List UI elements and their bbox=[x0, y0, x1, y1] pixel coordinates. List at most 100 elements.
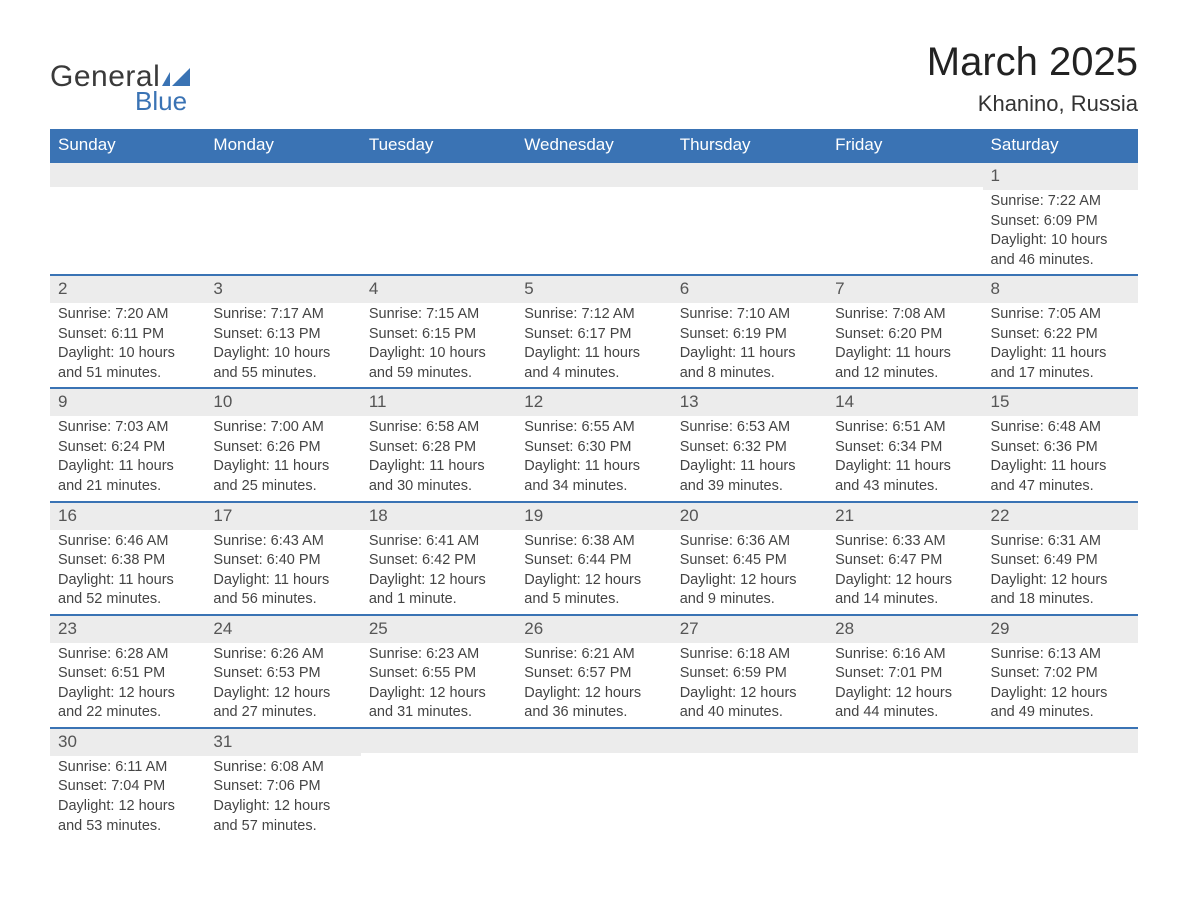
title-block: March 2025 Khanino, Russia bbox=[927, 40, 1138, 117]
daylight-line: Daylight: 11 hours and 56 minutes. bbox=[213, 571, 352, 610]
calendar-table: Sunday Monday Tuesday Wednesday Thursday… bbox=[50, 129, 1138, 840]
sunrise-line: Sunrise: 6:36 AM bbox=[680, 532, 819, 552]
day-number: 4 bbox=[361, 276, 516, 303]
day-number: 21 bbox=[827, 503, 982, 530]
daylight-line: Daylight: 12 hours and 57 minutes. bbox=[213, 797, 352, 836]
sunrise-line: Sunrise: 7:10 AM bbox=[680, 305, 819, 325]
logo-text-blue: Blue bbox=[135, 86, 187, 117]
day-data: Sunrise: 6:16 AMSunset: 7:01 PMDaylight:… bbox=[827, 643, 982, 727]
page-title: March 2025 bbox=[927, 40, 1138, 85]
day-data: Sunrise: 6:11 AMSunset: 7:04 PMDaylight:… bbox=[50, 756, 205, 840]
day-data: Sunrise: 7:00 AMSunset: 6:26 PMDaylight:… bbox=[205, 416, 360, 500]
empty-daynum bbox=[516, 729, 671, 753]
dayname-row: Sunday Monday Tuesday Wednesday Thursday… bbox=[50, 129, 1138, 162]
day-number: 14 bbox=[827, 389, 982, 416]
day-data: Sunrise: 7:10 AMSunset: 6:19 PMDaylight:… bbox=[672, 303, 827, 387]
day-number: 19 bbox=[516, 503, 671, 530]
calendar-day-cell: 18Sunrise: 6:41 AMSunset: 6:42 PMDayligh… bbox=[361, 502, 516, 615]
daylight-line: Daylight: 12 hours and 9 minutes. bbox=[680, 571, 819, 610]
sunrise-line: Sunrise: 6:41 AM bbox=[369, 532, 508, 552]
daylight-line: Daylight: 11 hours and 17 minutes. bbox=[991, 344, 1130, 383]
daylight-line: Daylight: 10 hours and 59 minutes. bbox=[369, 344, 508, 383]
daylight-line: Daylight: 12 hours and 36 minutes. bbox=[524, 684, 663, 723]
calendar-day-cell: 6Sunrise: 7:10 AMSunset: 6:19 PMDaylight… bbox=[672, 275, 827, 388]
sunset-line: Sunset: 6:34 PM bbox=[835, 438, 974, 458]
sunset-line: Sunset: 6:28 PM bbox=[369, 438, 508, 458]
dayname-header: Saturday bbox=[983, 129, 1138, 162]
sunset-line: Sunset: 7:06 PM bbox=[213, 777, 352, 797]
dayname-header: Monday bbox=[205, 129, 360, 162]
daylight-line: Daylight: 11 hours and 43 minutes. bbox=[835, 457, 974, 496]
day-number: 18 bbox=[361, 503, 516, 530]
sunset-line: Sunset: 6:20 PM bbox=[835, 325, 974, 345]
calendar-day-cell bbox=[827, 162, 982, 275]
day-data: Sunrise: 6:08 AMSunset: 7:06 PMDaylight:… bbox=[205, 756, 360, 840]
calendar-day-cell: 2Sunrise: 7:20 AMSunset: 6:11 PMDaylight… bbox=[50, 275, 205, 388]
sunrise-line: Sunrise: 6:51 AM bbox=[835, 418, 974, 438]
calendar-day-cell: 17Sunrise: 6:43 AMSunset: 6:40 PMDayligh… bbox=[205, 502, 360, 615]
calendar-day-cell: 3Sunrise: 7:17 AMSunset: 6:13 PMDaylight… bbox=[205, 275, 360, 388]
sunrise-line: Sunrise: 7:12 AM bbox=[524, 305, 663, 325]
sunset-line: Sunset: 6:55 PM bbox=[369, 664, 508, 684]
dayname-header: Thursday bbox=[672, 129, 827, 162]
day-number: 3 bbox=[205, 276, 360, 303]
sunset-line: Sunset: 6:47 PM bbox=[835, 551, 974, 571]
daylight-line: Daylight: 11 hours and 47 minutes. bbox=[991, 457, 1130, 496]
day-data: Sunrise: 6:43 AMSunset: 6:40 PMDaylight:… bbox=[205, 530, 360, 614]
day-data: Sunrise: 6:13 AMSunset: 7:02 PMDaylight:… bbox=[983, 643, 1138, 727]
calendar-day-cell bbox=[361, 728, 516, 840]
dayname-header: Wednesday bbox=[516, 129, 671, 162]
calendar-day-cell bbox=[827, 728, 982, 840]
calendar-day-cell: 27Sunrise: 6:18 AMSunset: 6:59 PMDayligh… bbox=[672, 615, 827, 728]
sunrise-line: Sunrise: 6:46 AM bbox=[58, 532, 197, 552]
daylight-line: Daylight: 11 hours and 34 minutes. bbox=[524, 457, 663, 496]
calendar-day-cell bbox=[50, 162, 205, 275]
calendar-day-cell: 20Sunrise: 6:36 AMSunset: 6:45 PMDayligh… bbox=[672, 502, 827, 615]
dayname-header: Tuesday bbox=[361, 129, 516, 162]
day-data: Sunrise: 6:21 AMSunset: 6:57 PMDaylight:… bbox=[516, 643, 671, 727]
sunrise-line: Sunrise: 6:58 AM bbox=[369, 418, 508, 438]
sunset-line: Sunset: 6:11 PM bbox=[58, 325, 197, 345]
sunset-line: Sunset: 6:38 PM bbox=[58, 551, 197, 571]
sunrise-line: Sunrise: 6:11 AM bbox=[58, 758, 197, 778]
day-number: 31 bbox=[205, 729, 360, 756]
sunset-line: Sunset: 6:59 PM bbox=[680, 664, 819, 684]
day-number: 17 bbox=[205, 503, 360, 530]
empty-daynum bbox=[516, 163, 671, 187]
sunrise-line: Sunrise: 7:03 AM bbox=[58, 418, 197, 438]
calendar-day-cell: 5Sunrise: 7:12 AMSunset: 6:17 PMDaylight… bbox=[516, 275, 671, 388]
day-number: 5 bbox=[516, 276, 671, 303]
daylight-line: Daylight: 12 hours and 44 minutes. bbox=[835, 684, 974, 723]
empty-daynum bbox=[983, 729, 1138, 753]
day-number: 27 bbox=[672, 616, 827, 643]
daylight-line: Daylight: 10 hours and 46 minutes. bbox=[991, 231, 1130, 270]
calendar-day-cell bbox=[361, 162, 516, 275]
day-number: 16 bbox=[50, 503, 205, 530]
sunrise-line: Sunrise: 6:31 AM bbox=[991, 532, 1130, 552]
sunset-line: Sunset: 6:51 PM bbox=[58, 664, 197, 684]
empty-daynum bbox=[361, 163, 516, 187]
sunrise-line: Sunrise: 7:00 AM bbox=[213, 418, 352, 438]
sunrise-line: Sunrise: 6:33 AM bbox=[835, 532, 974, 552]
sunset-line: Sunset: 6:57 PM bbox=[524, 664, 663, 684]
day-data: Sunrise: 7:08 AMSunset: 6:20 PMDaylight:… bbox=[827, 303, 982, 387]
empty-daynum bbox=[827, 729, 982, 753]
daylight-line: Daylight: 12 hours and 1 minute. bbox=[369, 571, 508, 610]
daylight-line: Daylight: 12 hours and 27 minutes. bbox=[213, 684, 352, 723]
sunset-line: Sunset: 6:22 PM bbox=[991, 325, 1130, 345]
day-data: Sunrise: 6:31 AMSunset: 6:49 PMDaylight:… bbox=[983, 530, 1138, 614]
day-number: 25 bbox=[361, 616, 516, 643]
sunset-line: Sunset: 6:53 PM bbox=[213, 664, 352, 684]
sunset-line: Sunset: 6:17 PM bbox=[524, 325, 663, 345]
empty-daynum bbox=[361, 729, 516, 753]
sunset-line: Sunset: 6:15 PM bbox=[369, 325, 508, 345]
calendar-week-row: 23Sunrise: 6:28 AMSunset: 6:51 PMDayligh… bbox=[50, 615, 1138, 728]
sunrise-line: Sunrise: 6:26 AM bbox=[213, 645, 352, 665]
day-data: Sunrise: 6:48 AMSunset: 6:36 PMDaylight:… bbox=[983, 416, 1138, 500]
calendar-week-row: 2Sunrise: 7:20 AMSunset: 6:11 PMDaylight… bbox=[50, 275, 1138, 388]
logo: General Blue bbox=[50, 60, 192, 117]
day-number: 29 bbox=[983, 616, 1138, 643]
sunset-line: Sunset: 6:49 PM bbox=[991, 551, 1130, 571]
day-data: Sunrise: 6:18 AMSunset: 6:59 PMDaylight:… bbox=[672, 643, 827, 727]
sunset-line: Sunset: 7:01 PM bbox=[835, 664, 974, 684]
